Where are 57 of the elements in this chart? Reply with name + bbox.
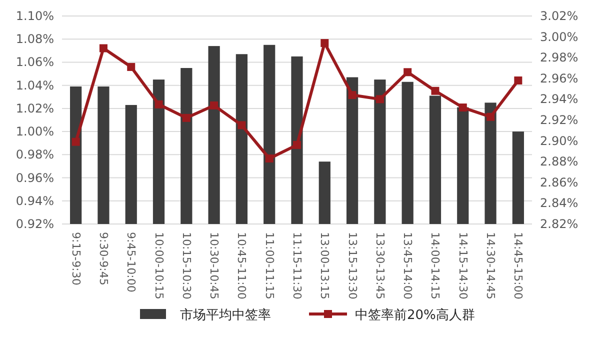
point <box>154 100 163 108</box>
y-tick-label: 1.10% <box>16 9 54 23</box>
y2-tick-label: 2.94% <box>540 92 578 106</box>
point <box>210 101 218 110</box>
point <box>72 138 80 146</box>
y2-tick-label: 3.00% <box>540 30 578 44</box>
point <box>127 62 136 71</box>
x-tick-label: 9:30-9:45 <box>96 232 110 286</box>
point <box>514 76 522 84</box>
y2-tick-label: 2.88% <box>540 154 578 169</box>
point <box>404 68 412 76</box>
y2-tick-label: 3.02% <box>540 9 578 23</box>
x-tick-label: 10:45-11:00 <box>235 232 248 300</box>
x-tick-label: 10:00-10:15 <box>152 232 166 300</box>
x-tick-label: 13:00-13:15 <box>318 232 332 300</box>
y-tick-label: 1.08% <box>16 32 54 46</box>
point <box>376 95 384 104</box>
x-tick-label: 10:30-10:45 <box>208 232 221 300</box>
x-tick-label: 14:30-14:45 <box>484 232 498 300</box>
y-tick-label: 1.06% <box>16 55 54 70</box>
y-tick-label: 1.02% <box>16 101 54 116</box>
x-tick-label: 9:45-10:00 <box>124 232 138 292</box>
y-tick-label: 0.92% <box>16 217 54 231</box>
point <box>458 104 467 112</box>
legend-label: 市场平均中签率 <box>180 307 271 323</box>
x-tick-label: 9:15-9:30 <box>69 232 82 286</box>
x-tick-label: 10:15-10:30 <box>180 232 193 300</box>
x-tick-label: 11:00-11:15 <box>262 232 276 300</box>
y-tick-label: 0.96% <box>16 170 54 185</box>
point <box>293 140 301 149</box>
x-tick-label: 14:45-15:00 <box>512 232 525 300</box>
legend-label: 中签率前20%高人群 <box>355 307 475 323</box>
y2-tick-label: 2.86% <box>540 175 578 190</box>
y-tick-label: 1.04% <box>16 78 54 92</box>
point <box>320 39 329 48</box>
x-tick-label: 13:15-13:30 <box>346 232 359 300</box>
x-tick-label: 14:15-14:30 <box>456 232 470 300</box>
x-tick-label: 13:45-14:00 <box>401 232 414 300</box>
point <box>99 44 108 52</box>
y2-tick-label: 2.92% <box>540 113 578 127</box>
point <box>182 114 190 122</box>
y2-tick-label: 2.82% <box>540 217 578 231</box>
y-tick-label: 1.00% <box>16 124 54 139</box>
point <box>486 112 495 121</box>
y-tick-label: 0.94% <box>16 194 54 208</box>
point <box>238 121 246 130</box>
point <box>431 86 440 95</box>
x-tick-label: 13:30-13:45 <box>373 232 386 300</box>
y2-tick-label: 2.98% <box>540 50 578 65</box>
y2-tick-label: 2.84% <box>540 196 578 210</box>
y2-tick-label: 2.96% <box>540 71 578 86</box>
x-tick-label: 11:15-11:30 <box>290 232 304 300</box>
y-tick-label: 0.98% <box>16 148 54 162</box>
y2-tick-label: 2.90% <box>540 134 578 148</box>
point <box>348 91 356 100</box>
x-tick-label: 14:00-14:15 <box>428 232 442 300</box>
point <box>265 154 274 162</box>
